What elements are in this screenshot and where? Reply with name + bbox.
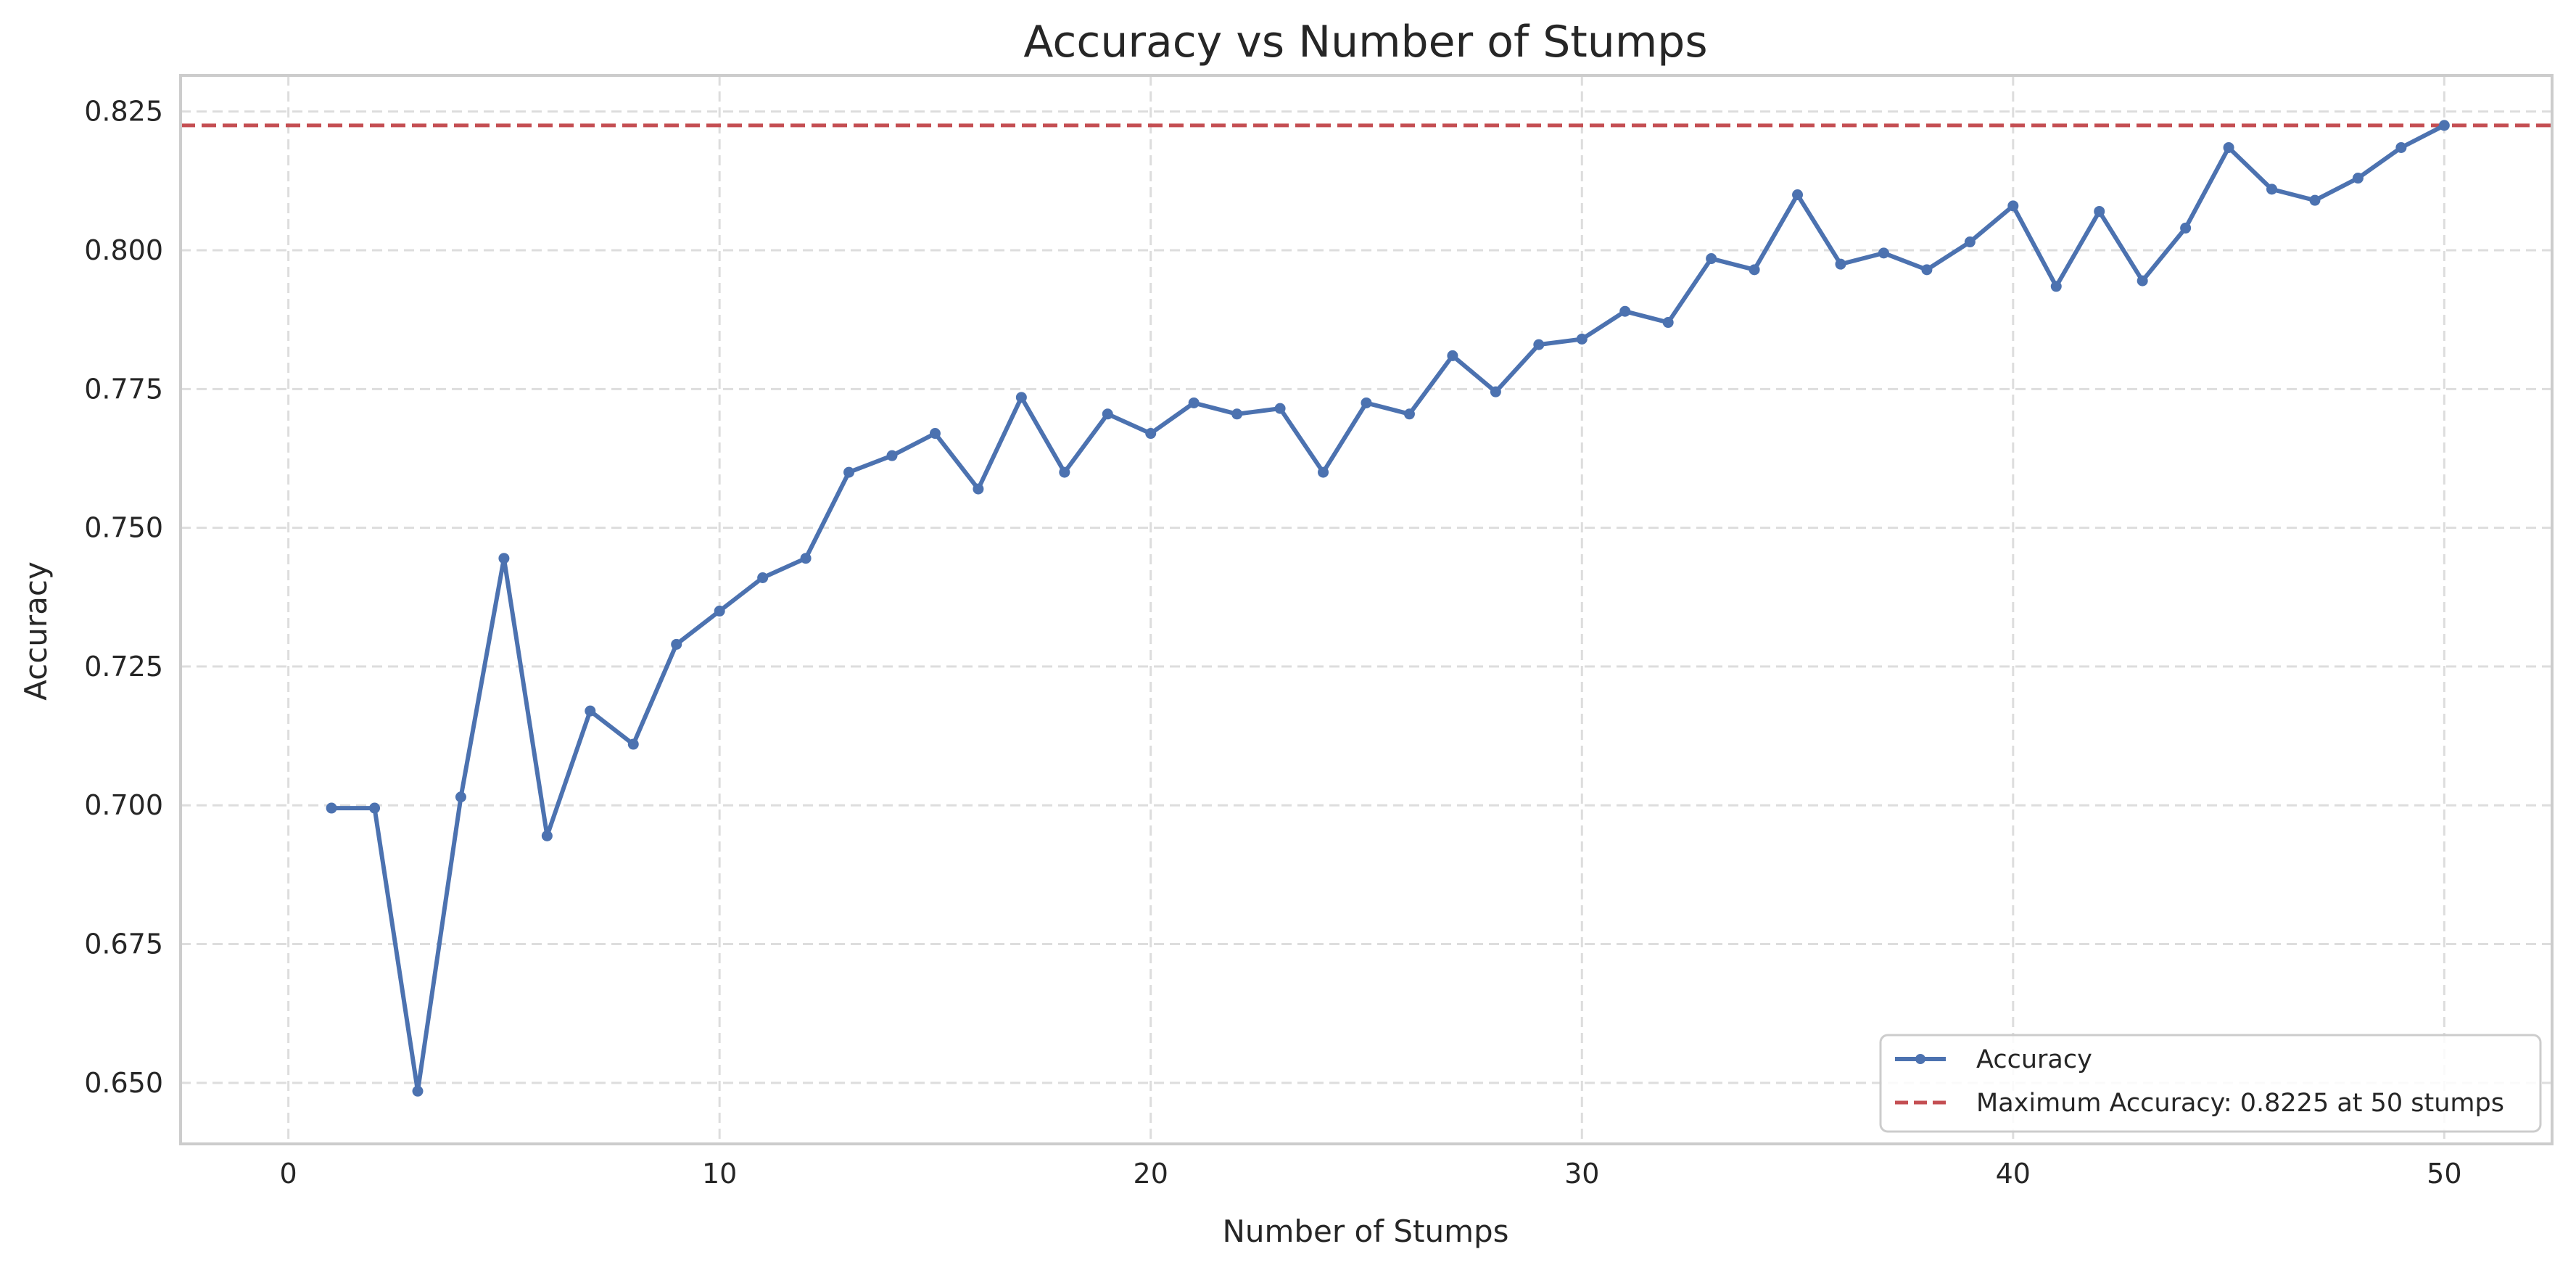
accuracy-data-point (1361, 397, 1372, 408)
plot-area (181, 120, 2552, 1097)
accuracy-data-point (2352, 173, 2364, 184)
accuracy-data-point (1662, 317, 1674, 329)
accuracy-data-point (800, 553, 812, 564)
x-tick-label: 40 (1996, 1158, 2031, 1190)
tick-labels: 0 10 20 30 40 50 0.650 0.675 0.700 0.725 0.750 0.77… (84, 96, 2461, 1190)
accuracy-data-point (1490, 386, 1501, 397)
y-tick-label: 0.775 (84, 373, 163, 405)
accuracy-data-point (1188, 397, 1200, 408)
accuracy-data-point (1274, 403, 1286, 414)
y-tick-label: 0.700 (84, 789, 163, 821)
accuracy-data-point (2309, 194, 2321, 206)
accuracy-data-point (498, 553, 510, 564)
accuracy-data-point (1619, 305, 1631, 317)
y-tick-label: 0.825 (84, 96, 163, 128)
accuracy-data-point (2223, 141, 2234, 153)
y-tick-label: 0.800 (84, 234, 163, 266)
x-axis-label: Number of Stumps (1222, 1214, 1508, 1249)
x-tick-label: 20 (1134, 1158, 1168, 1190)
accuracy-data-point (1059, 466, 1070, 478)
accuracy-data-point (541, 830, 553, 841)
accuracy-data-point (1706, 253, 1717, 265)
accuracy-data-point (1792, 189, 1804, 201)
axes-frame (179, 74, 2554, 1145)
accuracy-data-point (1403, 408, 1415, 420)
accuracy-data-point (1231, 408, 1243, 420)
grid-lines (181, 75, 2552, 1144)
accuracy-data-point (2094, 205, 2105, 217)
chart-title: Accuracy vs Number of Stumps (1023, 17, 1707, 67)
y-tick-label: 0.675 (84, 928, 163, 960)
accuracy-data-point (1015, 392, 1027, 403)
accuracy-series-line (331, 123, 2445, 1094)
x-tick-label: 30 (1564, 1158, 1599, 1190)
accuracy-data-point (326, 802, 337, 814)
accuracy-data-point (2395, 141, 2407, 153)
accuracy-data-point (1318, 466, 1329, 478)
accuracy-data-point (1964, 236, 1976, 248)
legend: Accuracy Maximum Accuracy: 0.8225 at 50 … (1879, 1034, 2542, 1133)
legend-max-accuracy-label: Maximum Accuracy: 0.8225 at 50 stumps (1976, 1089, 2504, 1118)
accuracy-data-point (455, 791, 466, 803)
accuracy-data-point (886, 450, 898, 461)
accuracy-data-point (929, 428, 941, 440)
accuracy-data-point (757, 572, 769, 584)
accuracy-data-point (1576, 333, 1588, 345)
legend-accuracy-label: Accuracy (1976, 1045, 2092, 1074)
accuracy-data-point (2266, 184, 2278, 195)
accuracy-data-point (714, 605, 725, 617)
x-tick-label: 50 (2427, 1158, 2461, 1190)
accuracy-data-point (1533, 339, 1545, 350)
accuracy-data-point (1145, 428, 1157, 440)
y-tick-label: 0.725 (84, 651, 163, 683)
accuracy-data-point (1102, 408, 1113, 420)
accuracy-data-point (2180, 222, 2192, 234)
accuracy-data-point (973, 483, 984, 495)
accuracy-data-point (1447, 350, 1458, 361)
accuracy-data-point (2007, 200, 2019, 212)
y-tick-label: 0.750 (84, 512, 163, 544)
accuracy-data-point (2438, 120, 2450, 131)
accuracy-data-point (627, 738, 639, 750)
accuracy-data-point (412, 1085, 424, 1097)
y-tick-label: 0.650 (84, 1067, 163, 1099)
accuracy-data-point (843, 466, 855, 478)
accuracy-data-point (585, 705, 596, 717)
accuracy-data-point (369, 802, 381, 814)
accuracy-data-point (2050, 281, 2062, 292)
accuracy-data-point (1878, 247, 1889, 259)
y-axis-label: Accuracy (18, 561, 54, 701)
legend-box (1879, 1034, 2542, 1133)
accuracy-data-point (1921, 264, 1933, 276)
accuracy-data-point (1749, 264, 1760, 276)
accuracy-data-point (2137, 275, 2148, 287)
x-tick-label: 10 (702, 1158, 737, 1190)
accuracy-data-point (1835, 258, 1846, 270)
x-tick-label: 0 (280, 1158, 297, 1190)
legend-accuracy-marker (1915, 1054, 1925, 1064)
accuracy-data-point (671, 638, 682, 650)
